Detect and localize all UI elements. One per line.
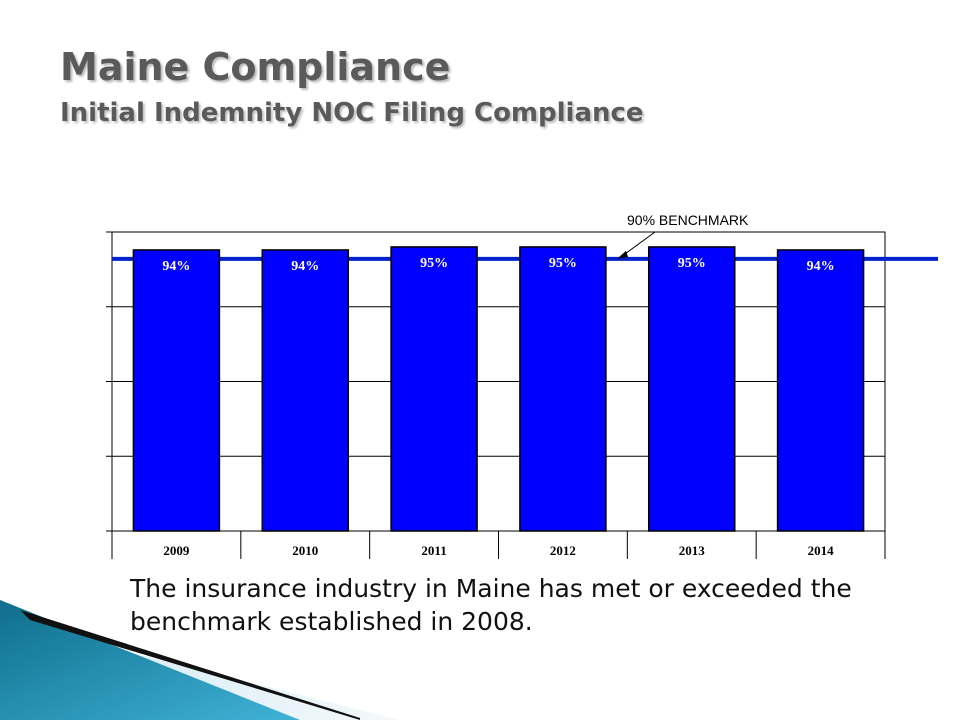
ribbon-dark: [20, 610, 360, 720]
x-tick-label: 2009: [163, 543, 190, 558]
bars: 94% 94% 95% 95% 95% 94%: [132, 246, 865, 532]
data-label: 95%: [420, 256, 448, 271]
data-label: 94%: [291, 259, 319, 274]
data-label: 94%: [162, 259, 190, 274]
decorative-ribbon: [0, 600, 400, 720]
slide-title: Maine Compliance: [60, 45, 451, 89]
bar-chart: 90% BENCHMARK 94% 94% 95% 95% 95% 94% 2009 201…: [106, 212, 938, 559]
x-tick-label: 2010: [292, 543, 318, 558]
data-label: 95%: [678, 256, 706, 271]
x-tick-label: 2013: [679, 543, 706, 558]
benchmark-arrowhead: [617, 250, 628, 259]
x-tick-label: 2012: [550, 543, 576, 558]
data-label: 94%: [807, 259, 835, 274]
benchmark-arrow: [620, 231, 656, 258]
caption-text: The insurance industry in Maine has met …: [130, 574, 852, 636]
x-tick-label: 2014: [808, 543, 835, 558]
x-tick-label: 2011: [421, 543, 446, 558]
bar: [776, 249, 865, 532]
grid-lines: [106, 231, 885, 532]
slide-subtitle: Initial Indemnity NOC Filing Compliance: [60, 98, 644, 128]
bar: [132, 249, 221, 532]
x-axis-labels: 2009 2010 2011 2012 2013 2014: [111, 531, 886, 559]
bar: [261, 249, 349, 532]
data-label: 95%: [549, 256, 577, 271]
bar: [519, 246, 607, 532]
bar: [648, 246, 736, 532]
benchmark-label: 90% BENCHMARK: [627, 212, 749, 228]
bar: [390, 246, 478, 532]
